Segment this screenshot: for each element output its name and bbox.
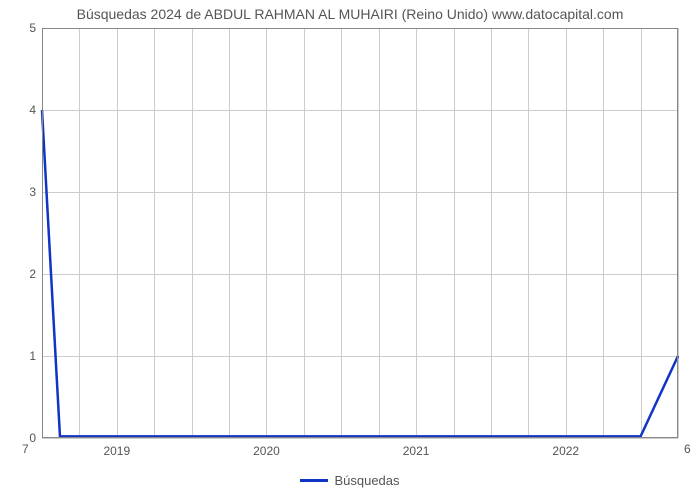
y-tick-label: 5 [29,21,36,35]
y-tick-label: 3 [29,185,36,199]
x-tick-label: 2022 [552,444,579,458]
grid-line-h [42,438,678,439]
line-layer [42,28,678,438]
legend-item: Búsquedas [300,473,399,488]
y-tick-label: 0 [29,431,36,445]
x-tick-label: 2019 [103,444,130,458]
corner-label-bottom-right: 6 [684,442,691,456]
chart-title: Búsquedas 2024 de ABDUL RAHMAN AL MUHAIR… [0,6,700,22]
y-tick-label: 1 [29,349,36,363]
legend-label: Búsquedas [334,473,399,488]
grid-line-v [678,28,679,438]
corner-label-bottom-left: 7 [22,442,29,456]
legend: Búsquedas [0,470,700,488]
series-line [42,110,678,436]
y-tick-label: 4 [29,103,36,117]
plot-area: 012345 2019202020212022 7 6 [42,28,678,438]
legend-swatch [300,479,328,482]
y-tick-label: 2 [29,267,36,281]
x-tick-label: 2021 [403,444,430,458]
x-tick-label: 2020 [253,444,280,458]
